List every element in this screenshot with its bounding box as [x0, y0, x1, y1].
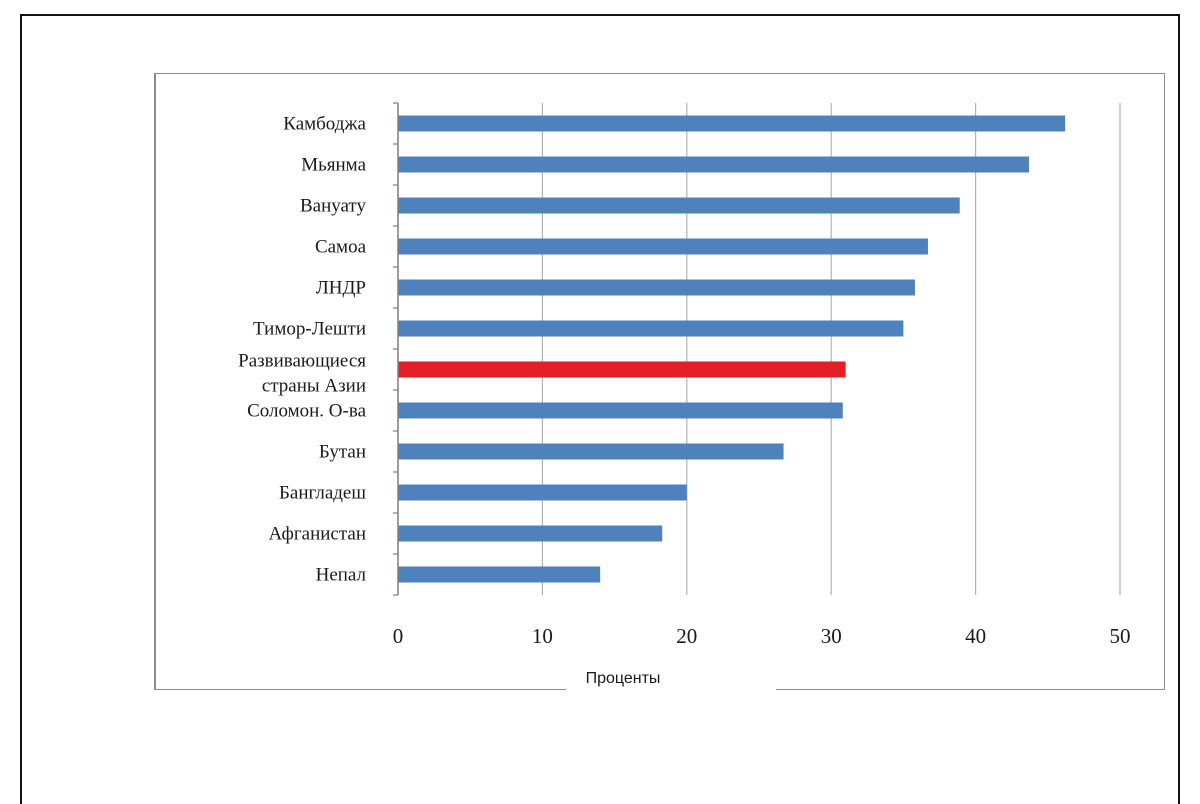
- x-tick-label-20: 20: [676, 624, 697, 648]
- category-label-8: Соломон. О-ва: [247, 401, 367, 422]
- bars: [398, 115, 1066, 583]
- x-tick-label-40: 40: [965, 624, 986, 648]
- x-tick-label-30: 30: [821, 624, 842, 648]
- category-label-1: Камбоджа: [283, 114, 366, 135]
- x-axis-title: Проценты: [586, 670, 661, 687]
- category-label-5: ЛНДР: [316, 278, 366, 299]
- category-label-2: Мьянма: [301, 155, 366, 176]
- category-label-10: Бангладеш: [279, 483, 366, 504]
- x-tick-label-50: 50: [1110, 624, 1131, 648]
- category-label-6: Тимор-Лешти: [253, 319, 366, 340]
- category-label-3: Вануату: [300, 196, 367, 217]
- bar-4: [398, 238, 928, 255]
- x-axis-title-mask: [566, 660, 776, 694]
- bar-10: [398, 484, 687, 501]
- bar-6: [398, 320, 904, 337]
- bar-8: [398, 402, 843, 419]
- category-label-7: Развивающиеся страны Азии: [238, 351, 366, 397]
- bar-9: [398, 443, 784, 460]
- x-tick-label-10: 10: [532, 624, 553, 648]
- bar-11: [398, 525, 663, 542]
- chart-frame: [154, 73, 1165, 690]
- category-label-4: Самоа: [315, 237, 367, 258]
- bar-1: [398, 115, 1066, 132]
- bar-3: [398, 197, 960, 214]
- category-label-12: Непал: [316, 565, 367, 586]
- bar-7: [398, 361, 846, 378]
- x-tick-labels: 0 10 20 30 40 50: [393, 624, 1131, 648]
- bar-12: [398, 566, 601, 583]
- grid-lines: [541, 103, 1121, 595]
- bar-5: [398, 279, 915, 296]
- category-labels: Камбоджа Мьянма Вануату Самоа ЛНДР Тимор-Лешт…: [238, 114, 366, 586]
- category-label-11: Афганистан: [269, 524, 366, 545]
- category-label-9: Бутан: [319, 442, 366, 463]
- x-axis-title-group: Проценты: [566, 660, 776, 694]
- bar-2: [398, 156, 1030, 173]
- x-tick-label-0: 0: [393, 624, 404, 648]
- y-axis: [393, 102, 399, 596]
